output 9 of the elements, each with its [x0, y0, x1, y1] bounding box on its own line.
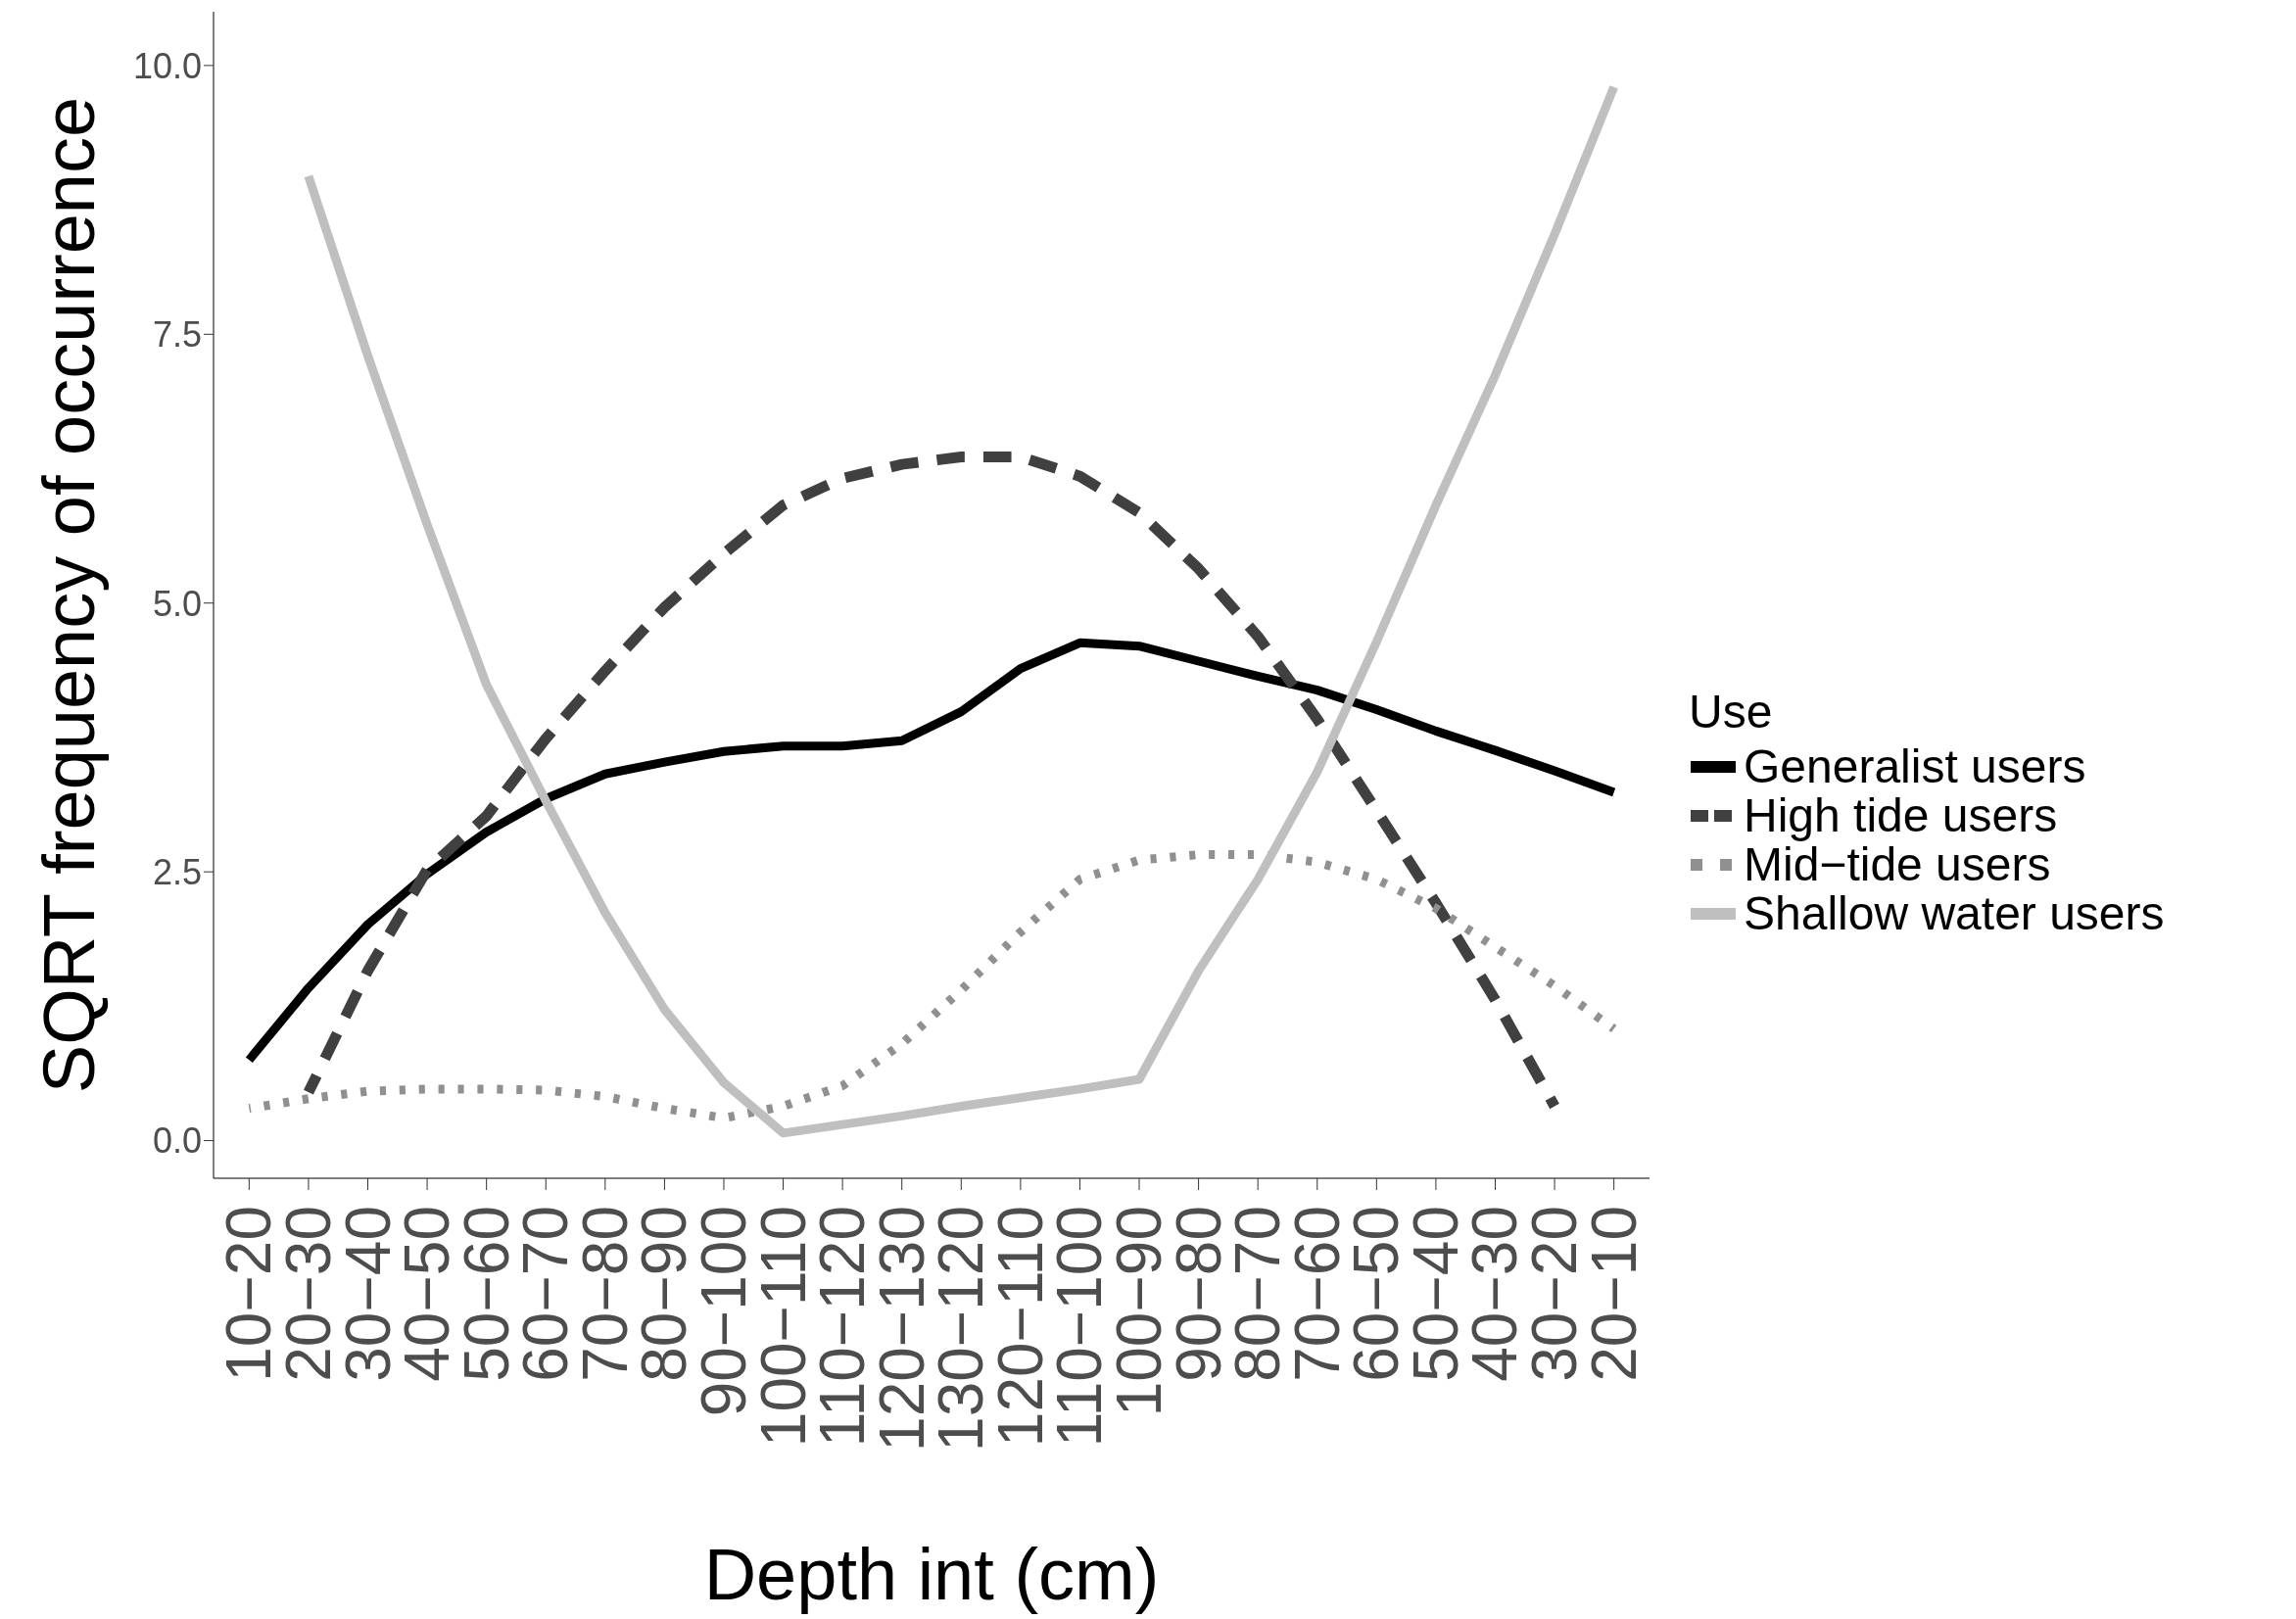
y-axis-title: SQRT frequency of occurrence [28, 96, 111, 1094]
y-tick-label: 10.0 [132, 45, 202, 86]
legend-label: Generalist users [1744, 739, 2086, 792]
legend-label: Shallow water users [1744, 886, 2165, 939]
legend-title: Use [1689, 684, 1774, 738]
y-tick-label: 7.5 [152, 314, 202, 356]
y-tick-label: 2.5 [152, 851, 202, 892]
y-tick-label: 5.0 [152, 583, 202, 624]
y-tick-label: 0.0 [152, 1120, 202, 1162]
